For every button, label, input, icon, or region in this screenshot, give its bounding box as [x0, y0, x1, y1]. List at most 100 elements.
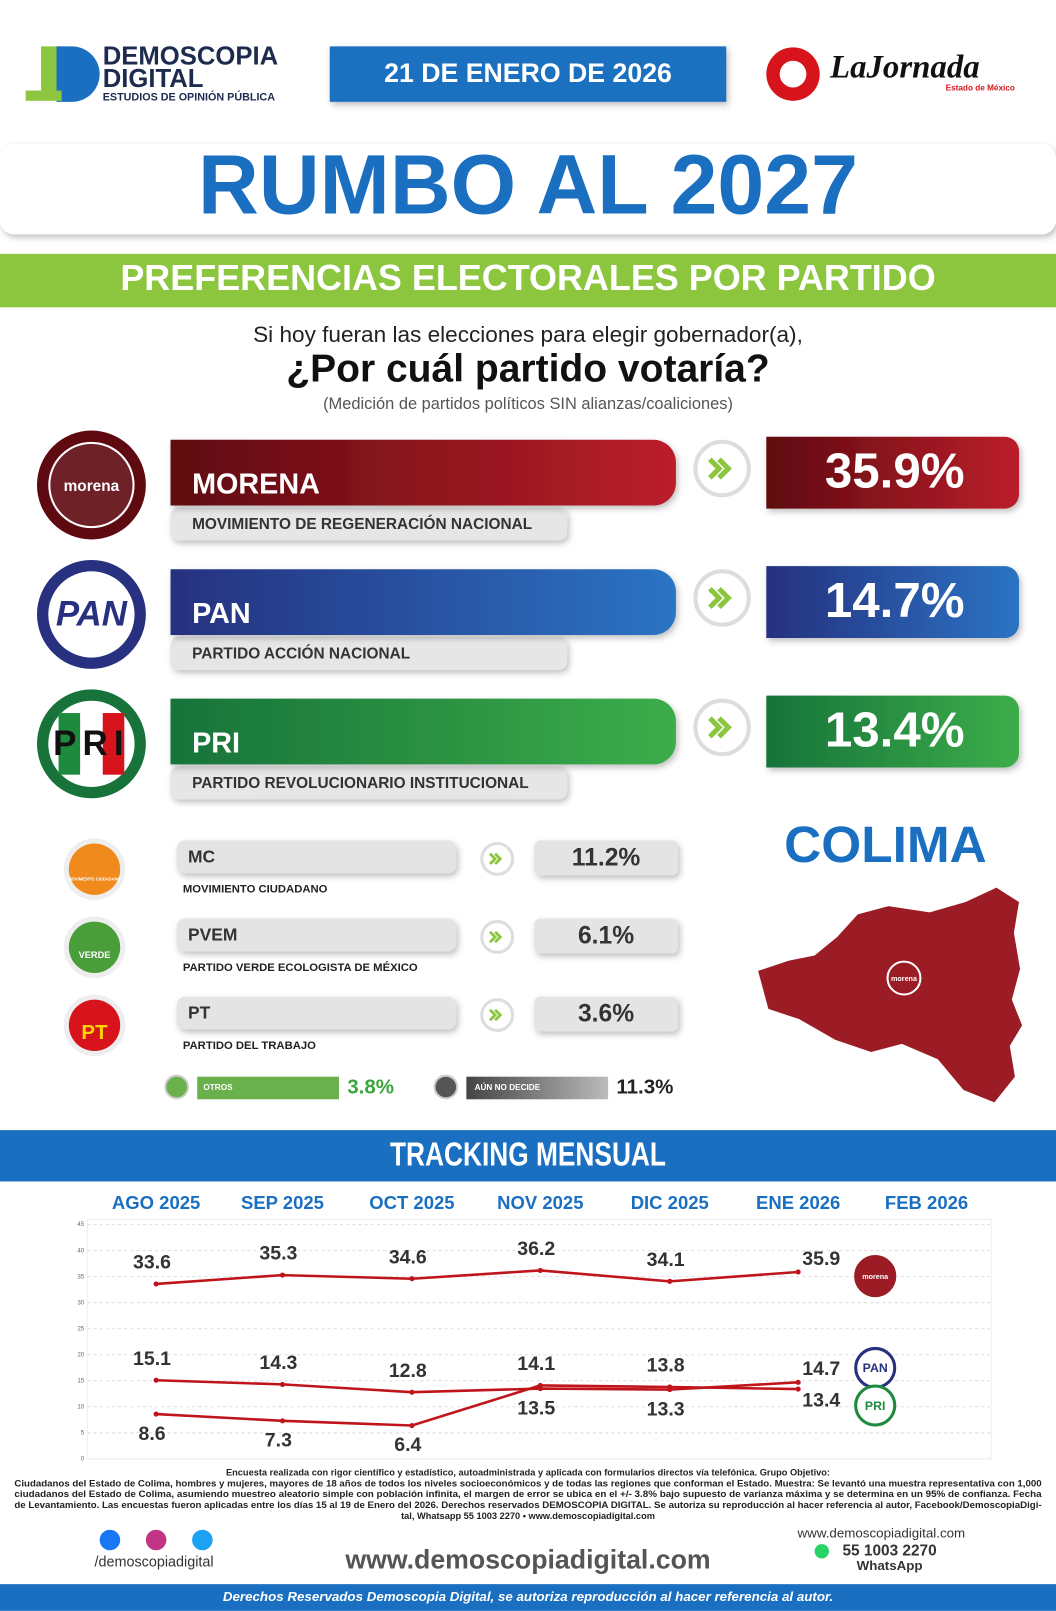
point [795, 1379, 801, 1385]
party-bar [170, 439, 676, 506]
chevron-icon [708, 716, 732, 739]
party-abbr: PVEM [188, 925, 237, 945]
x-tick-label: NOV 2025 [497, 1192, 583, 1213]
data-label: 36.2 [517, 1238, 555, 1260]
name-bar [170, 766, 568, 800]
party-abbr: PRI [192, 727, 240, 759]
data-label: 13.3 [647, 1398, 685, 1420]
social-icon [99, 1529, 121, 1551]
newspaper-name: LaJornada [829, 50, 980, 86]
data-label: 34.1 [647, 1249, 685, 1271]
party-logo [50, 443, 133, 527]
undecided-label: AÚN NO DECIDE [475, 1081, 541, 1092]
y-tick-label: 40 [77, 1247, 84, 1254]
party-logo-text: VERDE [79, 950, 111, 960]
point [409, 1422, 415, 1429]
party-name: MOVIMIENTO CIUDADANO [183, 884, 328, 896]
brand-subtitle: ESTUDIOS DE OPINIÓN PÚBLICA [103, 91, 275, 104]
point [409, 1389, 415, 1395]
social-handle: /demoscopiadigital [95, 1554, 214, 1570]
state-leader-logo [886, 960, 922, 996]
y-tick-label: 5 [81, 1429, 85, 1436]
data-label: 13.4 [802, 1390, 840, 1412]
party-bar [170, 698, 676, 765]
question: ¿Por cuál partido votaría? [286, 347, 769, 390]
party-logo [68, 843, 121, 895]
chart-title: TRACKING MENSUAL [390, 1137, 666, 1173]
series-line [156, 1384, 799, 1427]
point [279, 1381, 286, 1387]
chevron-icon [708, 457, 732, 480]
point [537, 1382, 543, 1389]
value-box [534, 840, 678, 876]
party-abbr: MC [188, 846, 216, 866]
point [279, 1272, 286, 1278]
brand-name: DEMOSCOPIA [103, 42, 278, 70]
subtitle-band [0, 253, 1056, 308]
point [153, 1377, 159, 1383]
name-bar [176, 918, 457, 952]
x-tick-label: OCT 2025 [369, 1192, 454, 1213]
rights-band [0, 1584, 1056, 1611]
chevron-icon [708, 586, 732, 610]
point [537, 1267, 543, 1273]
y-tick-label: 45 [77, 1221, 84, 1228]
data-label: 14.3 [259, 1352, 297, 1374]
disclaimer: ciudadanos del Estado de Colima, asumien… [14, 1489, 1042, 1499]
whatsapp-icon [814, 1544, 829, 1559]
undecided-bar [466, 1076, 609, 1100]
others-icon [164, 1074, 190, 1100]
point [153, 1411, 159, 1417]
others-value: 3.8% [347, 1075, 394, 1098]
party-logo [68, 921, 121, 973]
party-value: 35.9% [825, 444, 965, 499]
party-abbr: PAN [192, 598, 251, 630]
name-bar [170, 507, 568, 541]
y-tick-label: 25 [77, 1325, 84, 1332]
party-abbr: MORENA [192, 469, 320, 501]
party-name: PARTIDO ACCIÓN NACIONAL [192, 645, 410, 663]
party-logo-text: PAN [56, 595, 128, 634]
logo-shape [25, 90, 62, 101]
arrow-icon [480, 841, 515, 876]
party-logo [68, 999, 121, 1052]
party-value: 13.4% [825, 703, 965, 758]
social-icon [145, 1529, 167, 1551]
party-value: 6.1% [578, 923, 634, 950]
data-label: 8.6 [138, 1423, 165, 1445]
party-logo-text: PRI [53, 724, 130, 763]
y-tick-label: 15 [77, 1377, 84, 1384]
chevron-icon [488, 930, 503, 944]
party-name: PARTIDO REVOLUCIONARIO INSTITUCIONAL [192, 775, 529, 792]
date: 21 DE ENERO DE 2026 [384, 58, 672, 88]
data-label: 34.6 [389, 1246, 427, 1268]
data-label: 14.7 [802, 1358, 840, 1380]
x-tick-label: FEB 2026 [885, 1192, 968, 1213]
name-bar [170, 637, 568, 670]
series-logo [854, 1255, 897, 1298]
x-tick-label: ENE 2026 [756, 1192, 840, 1213]
others-label: OTROS [203, 1083, 233, 1092]
party-logo-text: PT [81, 1021, 108, 1044]
party-bar [170, 569, 676, 635]
date-box [329, 46, 727, 102]
series-line [156, 1378, 799, 1394]
point [667, 1278, 673, 1284]
party-logo [102, 713, 125, 775]
note: (Medición de partidos políticos SIN alia… [323, 395, 733, 413]
undecided-icon [433, 1074, 459, 1100]
data-label: 7.3 [265, 1430, 292, 1452]
point [795, 1269, 801, 1275]
data-label: 35.3 [259, 1243, 297, 1265]
page-subtitle: PREFERENCIAS ELECTORALES POR PARTIDO [120, 257, 935, 298]
y-tick-label: 10 [77, 1403, 84, 1410]
disclaimer: de Levantamiento. Las encuestas fueron a… [14, 1500, 1041, 1510]
contact-website: www.demoscopiadigital.com [797, 1525, 966, 1540]
x-tick-label: DIC 2025 [631, 1192, 709, 1213]
value-box [534, 996, 678, 1032]
state-leader: morena [891, 974, 918, 983]
y-tick-label: 30 [77, 1299, 84, 1306]
data-label: 35.9 [802, 1248, 840, 1270]
data-label: 13.8 [647, 1355, 685, 1377]
